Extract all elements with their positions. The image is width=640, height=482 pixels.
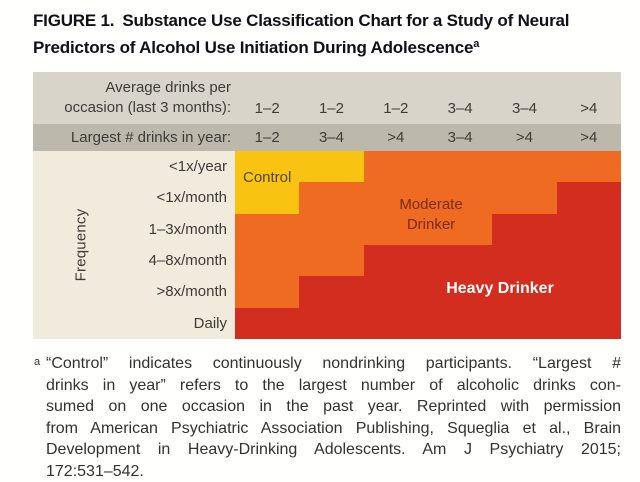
header-largest-drinks-label: Largest # drinks in year: [33, 124, 235, 151]
cell-r2-c2-moderate [299, 182, 363, 213]
avg-col-3: 1–2 [364, 99, 428, 119]
footnote-line-3: sumed on one occasion in the past year. … [46, 396, 621, 418]
cell-r1-c3-moderate [364, 151, 428, 182]
frequency-axis: Frequency <1x/year <1x/month 1–3x/month … [33, 151, 235, 339]
cell-r1-c6-moderate [557, 151, 621, 182]
header-average-drinks-label: Average drinks per occasion (last 3 mont… [33, 72, 235, 124]
heavy-drinker-region-label: Heavy Drinker [430, 279, 570, 299]
cell-r4-c6-heavy [557, 245, 621, 276]
footnote-line-4: from American Psychiatric Association Pu… [46, 418, 621, 440]
avg-col-2: 1–2 [299, 99, 363, 119]
row-label-3: 1–3x/month [33, 214, 235, 245]
classification-matrix [235, 151, 621, 339]
row-label-6: Daily [33, 308, 235, 339]
header-average-values: 1–2 1–2 1–2 3–4 3–4 >4 [235, 72, 621, 124]
cell-r1-c2-control [299, 151, 363, 182]
y-axis-label: Frequency [73, 209, 90, 282]
avg-col-4: 3–4 [428, 99, 492, 119]
header-average-drinks-row: Average drinks per occasion (last 3 mont… [33, 72, 621, 124]
footnote-line-1: “Control” indicates continuously nondrin… [46, 353, 621, 375]
cell-r4-c4-heavy [428, 245, 492, 276]
footnote-marker: a [34, 352, 40, 374]
row-label-4: 4–8x/month [33, 245, 235, 276]
row-label-2: <1x/month [33, 182, 235, 213]
header-largest-drinks-row: Largest # drinks in year: 1–2 3–4 >4 3–4… [33, 124, 621, 151]
figure-1: FIGURE 1.Substance Use Classification Ch… [33, 10, 633, 482]
avg-col-1: 1–2 [235, 99, 299, 119]
cell-r5-c3-heavy [364, 276, 428, 307]
cell-r6-c2-heavy [299, 308, 363, 339]
chart-body: Frequency <1x/year <1x/month 1–3x/month … [33, 151, 621, 339]
largest-col-6: >4 [557, 128, 621, 148]
cell-r5-c1-moderate [235, 276, 299, 307]
avg-col-5: 3–4 [492, 99, 556, 119]
control-region-label: Control [243, 168, 291, 188]
cell-r3-c2-moderate [299, 214, 363, 245]
cell-r1-c5-moderate [492, 151, 556, 182]
cell-r4-c3-heavy [364, 245, 428, 276]
figure-title-superscript: a [473, 38, 479, 50]
figure-footnote: a “Control” indicates continuously nondr… [33, 353, 621, 482]
figure-title: FIGURE 1.Substance Use Classification Ch… [33, 10, 633, 59]
header-average-line1: Average drinks per [33, 78, 231, 98]
row-label-1: <1x/year [33, 151, 235, 182]
avg-col-6: >4 [557, 99, 621, 119]
cell-r5-c2-heavy [299, 276, 363, 307]
cell-r1-c4-moderate [428, 151, 492, 182]
footnote-line-2: drinks in year” refers to the largest nu… [46, 375, 621, 397]
largest-col-2: 3–4 [299, 128, 363, 148]
cell-r4-c1-moderate [235, 245, 299, 276]
classification-grid: Control Moderate Drinker Heavy Drinker [235, 151, 621, 339]
largest-col-3: >4 [364, 128, 428, 148]
cell-r2-c6-heavy [557, 182, 621, 213]
classification-chart: Average drinks per occasion (last 3 mont… [33, 72, 621, 339]
cell-r2-c5-moderate [492, 182, 556, 213]
cell-r6-c4-heavy [428, 308, 492, 339]
footnote-line-5: Development in Heavy-Drinking Adolescent… [46, 439, 621, 461]
cell-r3-c5-heavy [492, 214, 556, 245]
header-average-line2: occasion (last 3 months): [33, 98, 231, 118]
cell-r6-c5-heavy [492, 308, 556, 339]
largest-col-4: 3–4 [428, 128, 492, 148]
header-largest-values: 1–2 3–4 >4 3–4 >4 >4 [235, 124, 621, 151]
row-label-5: >8x/month [33, 276, 235, 307]
cell-r6-c3-heavy [364, 308, 428, 339]
cell-r4-c2-moderate [299, 245, 363, 276]
footnote-line-6: 172:531–542. [46, 461, 621, 482]
cell-r3-c1-moderate [235, 214, 299, 245]
cell-r3-c6-heavy [557, 214, 621, 245]
largest-col-1: 1–2 [235, 128, 299, 148]
cell-r6-c1-heavy [235, 308, 299, 339]
cell-r6-c6-heavy [557, 308, 621, 339]
largest-col-5: >4 [492, 128, 556, 148]
cell-r4-c5-heavy [492, 245, 556, 276]
moderate-drinker-region-label: Moderate Drinker [383, 195, 479, 234]
figure-number: FIGURE 1. [33, 11, 114, 30]
